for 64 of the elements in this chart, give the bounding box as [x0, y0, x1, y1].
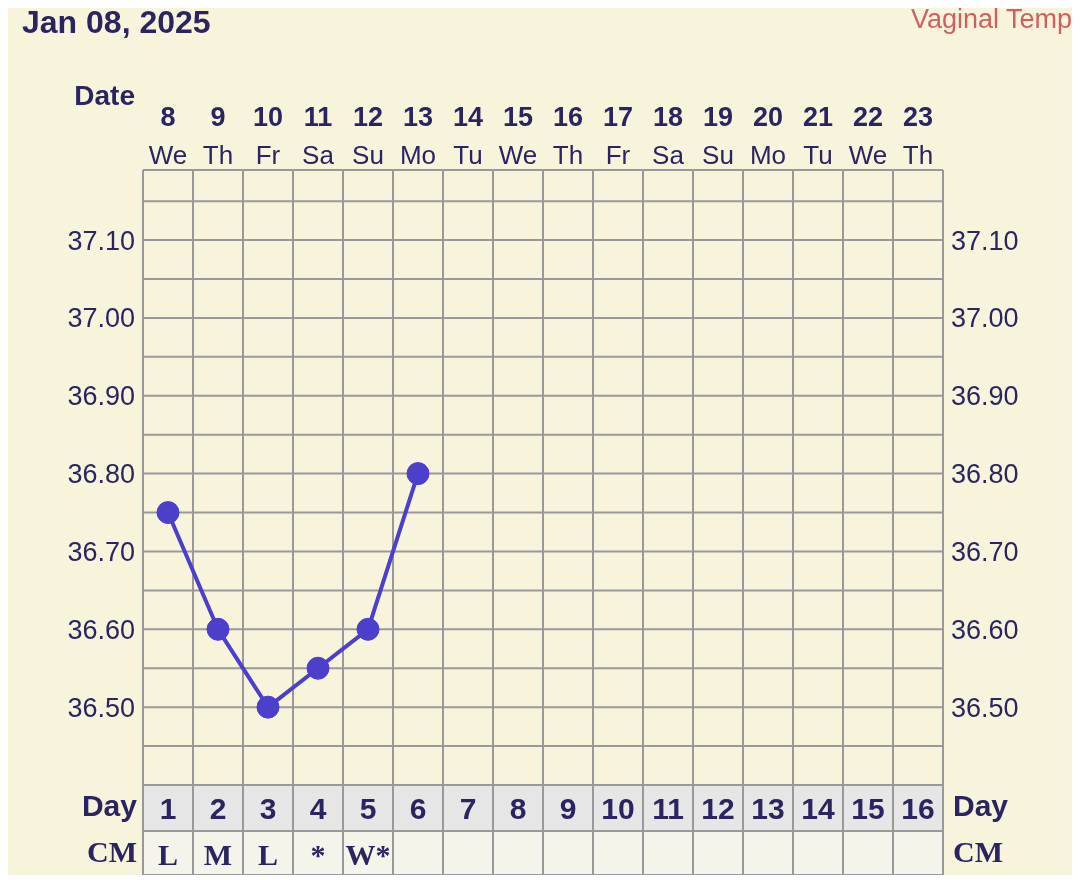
chart-subtitle: Vaginal Temp: [910, 4, 1072, 35]
point: [256, 695, 280, 719]
y2-tick-label: 36.80: [951, 459, 1019, 490]
x-tick-label: 15: [851, 792, 885, 825]
x2-tick-label: 9 Th: [202, 102, 234, 170]
x-tick-label: 9: [559, 792, 577, 825]
y-tick-label: 36.60: [67, 614, 135, 645]
point: [156, 501, 180, 525]
x2-tick-label: 18 Sa: [652, 102, 685, 170]
text: CM: [953, 835, 1003, 868]
text: CM: [87, 835, 137, 869]
x-tick-label: 7: [459, 792, 477, 825]
y2-tick-label: 37.10: [951, 225, 1019, 256]
y-tick-label: 36.70: [67, 537, 135, 568]
text: L: [257, 838, 279, 871]
point: [356, 617, 380, 641]
x-tick-label: 8: [509, 792, 527, 825]
text: *: [310, 838, 326, 871]
y-tick-label: 36.80: [67, 459, 135, 490]
x2-tick-label: 19 Su: [702, 102, 734, 170]
y-tick-label: 36.50: [67, 692, 135, 723]
y2-tick-label: 36.70: [951, 537, 1019, 568]
x2-tick-label: 23 Th: [902, 102, 934, 170]
x-tick-label: 2: [209, 792, 227, 825]
text: W*: [345, 838, 391, 871]
x-tick-label: 10: [601, 792, 635, 825]
text: M: [203, 838, 233, 871]
point: [306, 656, 330, 680]
x2-tick-label: 15 We: [498, 102, 538, 170]
x2-tick-label: 21 Tu: [802, 102, 834, 170]
x2-tick-label: 17 Fr: [602, 102, 634, 170]
y2-tick-label: 37.00: [951, 303, 1019, 334]
point: [406, 462, 430, 486]
x-tick-label: 13: [751, 792, 785, 825]
x-tick-label: 5: [359, 792, 377, 825]
x2-tick-label: 8 We: [148, 102, 188, 170]
text: L: [157, 838, 179, 871]
x2-tick-label: 11 Sa: [302, 102, 335, 170]
x2-tick-label: 12 Su: [352, 102, 384, 170]
x-tick-label: 11: [652, 792, 684, 825]
x-tick-label: 1: [159, 792, 177, 825]
x2-tick-label: 14 Tu: [452, 102, 484, 170]
x2-tick-label: 13 Mo: [399, 102, 437, 170]
y2-tick-label: 36.50: [951, 692, 1019, 723]
x-tick-label: 3: [259, 792, 277, 825]
x2-tick-label: 10 Fr: [252, 102, 284, 170]
x2-tick-label: 20 Mo: [749, 102, 787, 170]
y-tick-label: 37.10: [67, 225, 135, 256]
point: [206, 617, 230, 641]
x-tick-label: 12: [701, 792, 735, 825]
x-tick-label: 4: [309, 792, 327, 825]
y-tick-label: 37.00: [67, 303, 135, 334]
x-tick-label: 6: [409, 792, 427, 825]
text: Day: [953, 789, 1009, 822]
chart-title: Jan 08, 2025: [22, 4, 211, 41]
x2-tick-label: 22 We: [848, 102, 888, 170]
y2-tick-label: 36.90: [951, 381, 1019, 412]
x2-axis-title: Date: [74, 80, 135, 112]
y-tick-label: 36.90: [67, 381, 135, 412]
x2-tick-label: 16 Th: [552, 102, 584, 170]
x-tick-label: 14: [801, 792, 835, 825]
x-tick-label: 16: [901, 792, 935, 825]
x-axis-title: Day: [81, 789, 137, 823]
y2-tick-label: 36.60: [951, 614, 1019, 645]
